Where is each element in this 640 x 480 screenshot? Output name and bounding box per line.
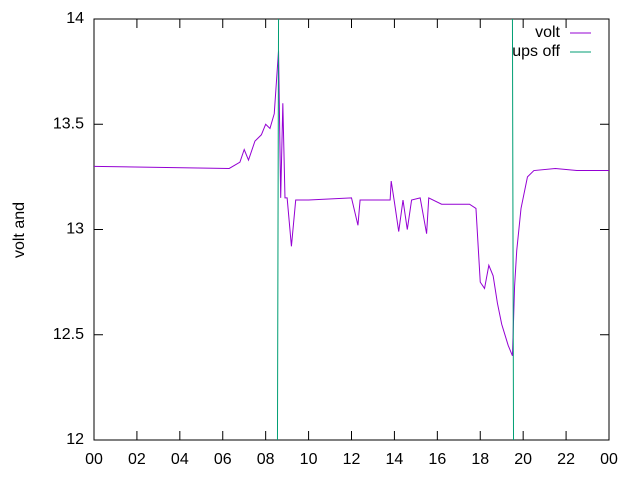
y-tick-label: 12 [66, 431, 84, 448]
x-tick-label: 20 [514, 451, 532, 468]
legend-label: volt [535, 24, 560, 41]
x-tick-label: 18 [471, 451, 489, 468]
legend-label: ups off [512, 43, 560, 60]
y-tick-label: 13.5 [53, 115, 84, 132]
y-tick-label: 14 [66, 10, 84, 27]
x-tick-label: 16 [428, 451, 446, 468]
x-tick-label: 10 [300, 451, 318, 468]
x-tick-label: 02 [128, 451, 146, 468]
x-tick-label: 06 [214, 451, 232, 468]
x-tick-label: 22 [557, 451, 575, 468]
x-tick-label: 00 [600, 451, 618, 468]
series-line [276, 18, 515, 441]
y-tick-label: 13 [66, 221, 84, 238]
plot-frame [93, 18, 610, 441]
x-tick-label: 04 [171, 451, 189, 468]
x-tick-label: 14 [386, 451, 404, 468]
series-line [93, 50, 609, 356]
x-tick-label: 12 [343, 451, 361, 468]
x-tick-label: 08 [257, 451, 275, 468]
x-tick-label: 00 [85, 451, 103, 468]
y-tick-label: 12.5 [53, 326, 84, 343]
y-axis-label: volt and [11, 202, 28, 258]
